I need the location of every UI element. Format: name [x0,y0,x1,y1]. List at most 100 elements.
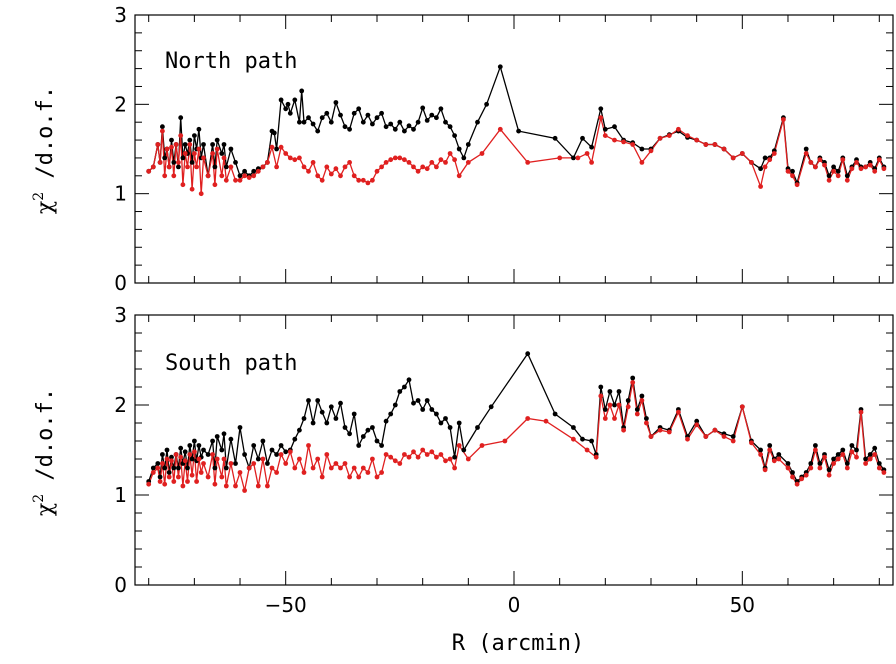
data-point [392,155,398,161]
data-point [598,115,604,121]
data-point [826,173,832,179]
data-point [228,164,234,170]
data-point [171,479,177,484]
data-point [863,456,868,462]
data-point [799,476,805,482]
data-point [347,160,352,165]
data-point [465,160,471,165]
data-point [205,452,211,457]
data-point [219,151,225,156]
data-point [169,454,174,460]
data-point [758,452,763,457]
data-point [271,130,277,136]
data-point [598,393,604,399]
data-point [164,146,170,152]
data-point [201,447,206,453]
data-point [219,474,225,480]
data-point [379,470,384,475]
data-point [297,456,302,462]
data-point [356,177,362,183]
data-point [762,164,768,170]
y-tick-label: 1 [114,483,127,507]
data-point [356,106,362,112]
data-point [790,173,795,179]
data-point [867,162,873,168]
data-point [397,389,403,394]
data-point [767,157,773,163]
data-point [415,119,421,125]
data-point [351,110,357,116]
data-point [198,470,204,475]
data-point [150,164,156,170]
data-point [739,151,745,156]
data-point [415,168,421,174]
data-point [397,155,403,161]
data-point [255,483,261,489]
data-point [876,465,882,471]
data-point [214,137,220,143]
data-point [872,168,878,174]
data-point [612,402,617,408]
data-point [370,456,375,462]
data-point [392,458,398,464]
data-point [356,474,362,480]
data-point [297,427,302,433]
data-point [434,115,439,121]
data-point [808,461,814,466]
data-point [516,128,521,134]
data-point [160,461,165,466]
data-point [465,456,471,462]
data-point [379,164,384,170]
data-point [826,177,832,183]
data-point [452,465,457,471]
data-point [758,184,763,189]
data-point [223,465,229,471]
data-point [178,445,184,451]
north-y-axis-title: χ2 /d.o.f. [31,86,58,214]
data-point [233,177,238,183]
data-point [233,483,238,489]
data-point [351,465,357,471]
data-point [370,177,375,183]
data-point [438,452,444,457]
data-point [260,456,266,462]
data-point [584,151,590,156]
data-point [260,164,266,170]
data-point [411,449,416,455]
data-point [205,474,211,480]
data-point [196,126,202,132]
data-point [166,470,172,475]
data-point [365,427,371,433]
data-point [443,458,448,464]
data-point [406,123,412,129]
data-point [180,155,186,161]
data-point [278,144,284,150]
data-point [297,155,302,161]
data-point [319,409,325,415]
data-point [625,404,631,410]
data-point [826,472,832,478]
data-point [612,137,617,143]
data-point [854,447,859,453]
data-point [703,142,709,147]
data-point [803,472,809,478]
data-point [274,164,279,170]
south-axis-ticks [135,314,893,586]
data-point [365,112,371,118]
data-point [397,461,403,466]
data-point [176,465,181,471]
data-point [237,173,243,179]
data-point [771,151,777,156]
data-point [552,411,558,417]
data-point [762,155,768,161]
data-point [607,402,613,408]
data-point [223,483,229,489]
data-point [333,416,339,421]
data-point [310,465,316,471]
data-point [189,472,195,478]
data-point [365,180,371,186]
data-point [237,470,243,475]
south-path-panel: 0 1 2 3 South path χ2 /d.o.f. −50 0 50 R (arc… [31,303,894,656]
data-point [283,151,289,156]
